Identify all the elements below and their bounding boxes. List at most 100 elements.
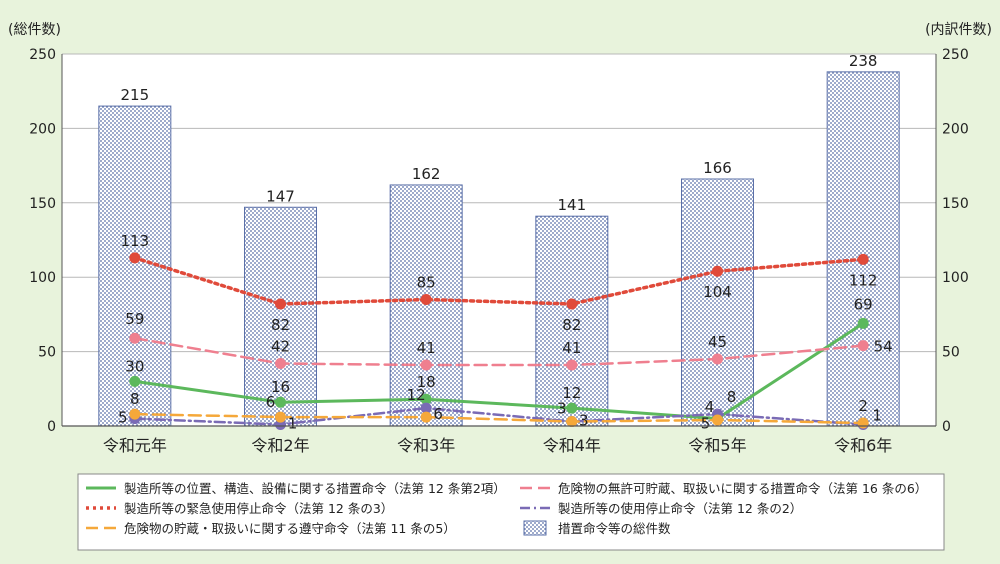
series-value-label: 2 (858, 397, 868, 415)
right-tick-label: 100 (942, 270, 969, 286)
series-point (566, 298, 578, 310)
x-tick-label: 令和6年 (834, 436, 892, 455)
left-tick-label: 250 (29, 47, 56, 63)
series-point (129, 252, 141, 264)
bar-value-label: 215 (121, 86, 150, 104)
legend-label: 危険物の無許可貯蔵、取扱いに関する措置命令（法第 16 条の6） (558, 481, 927, 496)
series-point (275, 411, 286, 423)
right-tick-label: 150 (942, 196, 969, 212)
series-value-label: 1 (872, 407, 882, 425)
series-point (857, 253, 869, 265)
series-value-label: 12 (562, 384, 581, 402)
series-lines (129, 252, 869, 431)
series-line (133, 256, 865, 306)
series-value-label: 5 (701, 415, 711, 433)
series-value-label: 18 (417, 373, 436, 391)
bar-value-label: 166 (703, 159, 732, 177)
series-value-label: 5 (118, 409, 128, 427)
series-value-label: 6 (266, 393, 276, 411)
series-value-label: 45 (708, 333, 727, 351)
x-tick-label: 令和5年 (688, 436, 746, 455)
series-point (420, 359, 432, 371)
series-line (133, 336, 865, 367)
series-point (275, 358, 286, 370)
series-point (857, 317, 869, 329)
series-value-label: 82 (271, 316, 290, 334)
bar-value-label: 238 (849, 52, 878, 70)
series-line (133, 321, 865, 421)
x-tick-label: 令和4年 (543, 436, 601, 455)
series-point (275, 396, 286, 408)
series-point (566, 359, 578, 371)
series-point (420, 393, 432, 405)
series-value-label: 4 (705, 398, 715, 416)
series-point (275, 298, 286, 310)
left-tick-label: 100 (29, 270, 56, 286)
series-point (712, 265, 723, 277)
series-point (420, 411, 432, 423)
series-point (857, 340, 869, 352)
bar (826, 71, 900, 427)
left-tick-label: 200 (29, 121, 56, 137)
left-tick-label: 150 (29, 196, 56, 212)
x-tick-label: 令和2年 (251, 436, 309, 455)
series-line (133, 412, 865, 425)
series-point (420, 294, 432, 306)
series-point (129, 332, 141, 344)
bars (98, 71, 900, 427)
right-axis-label: (内訳件数) (925, 22, 992, 38)
series-value-label: 3 (579, 412, 589, 430)
bar (389, 184, 463, 427)
series-point (566, 402, 578, 414)
axes: 0 0 50 50 100 100 150 150 200 200 250 250 令和元年 令和2年 令和… (29, 47, 968, 455)
series-point (129, 375, 141, 387)
right-tick-label: 0 (942, 419, 951, 435)
left-tick-label: 50 (38, 345, 56, 361)
bar-value-label: 141 (558, 196, 587, 214)
x-tick-label: 令和元年 (103, 436, 167, 455)
series-value-label: 8 (727, 388, 737, 406)
plot-area (62, 54, 936, 426)
series-value-label: 3 (557, 400, 567, 418)
series-point (129, 408, 141, 420)
series-value-label: 85 (417, 274, 436, 292)
legend-box (77, 473, 945, 551)
legend-label: 製造所等の位置、構造、設備に関する措置命令（法第 12 条第2項） (124, 481, 506, 496)
legend-label: 措置命令等の総件数 (558, 521, 671, 536)
series-value-label: 113 (121, 232, 150, 250)
series-value-label: 59 (125, 310, 144, 328)
bar-value-label: 147 (266, 187, 295, 205)
series-value-label: 42 (271, 338, 290, 356)
legend-label: 危険物の貯蔵・取扱いに関する遵守命令（法第 11 条の5） (124, 521, 456, 536)
series-value-label: 54 (874, 338, 893, 356)
right-tick-label: 50 (942, 345, 960, 361)
series-value-label: 8 (130, 390, 140, 408)
series-point (712, 353, 723, 365)
series-value-label: 12 (407, 386, 426, 404)
x-tick-label: 令和3年 (397, 436, 455, 455)
series-value-label: 1 (288, 415, 298, 433)
series-value-label: 6 (433, 405, 443, 423)
series-point (712, 414, 723, 426)
legend-label: 製造所等の使用停止命令（法第 12 条の2） (558, 501, 802, 516)
series-value-label: 41 (417, 339, 436, 357)
series-value-label: 41 (562, 339, 581, 357)
series-value-label: 16 (271, 378, 290, 396)
bar (681, 178, 754, 427)
series-value-label: 69 (854, 295, 873, 313)
series-point (420, 402, 432, 414)
legend-label: 製造所等の緊急使用停止命令（法第 12 条の3） (124, 501, 393, 516)
series-value-label: 104 (703, 283, 732, 301)
legend: 製造所等の位置、構造、設備に関する措置命令（法第 12 条第2項） 危険物の無許可… (77, 473, 945, 551)
bar (535, 215, 609, 427)
legend-swatch (523, 520, 547, 536)
right-tick-label: 250 (942, 47, 969, 63)
left-axis-label: (総件数) (8, 22, 61, 38)
bar-value-label: 162 (412, 165, 441, 183)
series-point (566, 416, 578, 428)
series-point (857, 417, 869, 429)
left-tick-label: 0 (47, 419, 56, 435)
series-line (133, 406, 865, 426)
